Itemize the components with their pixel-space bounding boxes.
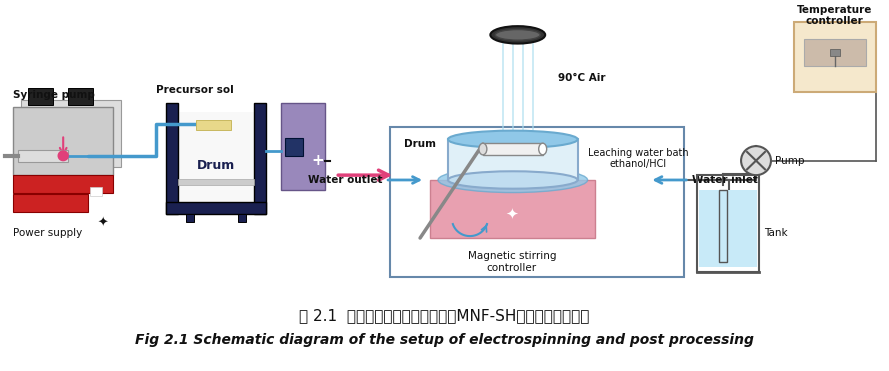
Text: +: + <box>311 153 324 168</box>
Bar <box>28 88 53 105</box>
Bar <box>166 202 266 214</box>
Bar <box>19 150 68 162</box>
Text: Precursor sol: Precursor sol <box>156 85 234 95</box>
Ellipse shape <box>448 131 578 148</box>
Bar <box>697 175 759 272</box>
Text: Syringe pump: Syringe pump <box>13 90 95 100</box>
Bar <box>483 143 542 155</box>
Text: Water inlet: Water inlet <box>693 175 758 185</box>
Bar <box>700 190 757 267</box>
Text: 90°C Air: 90°C Air <box>557 73 605 83</box>
Text: ✦: ✦ <box>98 217 108 230</box>
Bar <box>90 187 102 196</box>
Text: Magnetic stirring
controller: Magnetic stirring controller <box>468 252 556 273</box>
Text: Leaching water bath
ethanol/HCl: Leaching water bath ethanol/HCl <box>588 148 688 170</box>
Bar <box>237 214 245 221</box>
Bar <box>13 194 88 212</box>
Text: ✦: ✦ <box>506 206 518 221</box>
Bar <box>285 138 303 156</box>
Text: Water outlet: Water outlet <box>308 175 382 185</box>
Bar <box>21 100 121 167</box>
Circle shape <box>58 151 68 161</box>
Bar <box>719 190 727 262</box>
Ellipse shape <box>438 167 588 193</box>
Ellipse shape <box>539 143 547 155</box>
Bar <box>281 102 325 190</box>
Bar <box>68 88 93 105</box>
Ellipse shape <box>479 143 487 155</box>
Bar <box>186 214 194 221</box>
Ellipse shape <box>491 26 545 43</box>
Circle shape <box>741 146 771 175</box>
Text: Drum: Drum <box>404 139 436 149</box>
Bar <box>196 120 230 130</box>
Bar <box>253 102 266 214</box>
Bar <box>178 179 253 185</box>
Text: Pump: Pump <box>775 155 805 165</box>
Bar <box>804 39 866 66</box>
Ellipse shape <box>448 171 578 189</box>
Bar <box>166 102 178 214</box>
Text: Drum: Drum <box>196 159 235 172</box>
Text: Fig 2.1 Schematic diagram of the setup of electrospinning and post processing: Fig 2.1 Schematic diagram of the setup o… <box>134 333 754 347</box>
Bar <box>829 49 840 56</box>
Bar <box>448 139 578 180</box>
Bar <box>430 180 595 238</box>
Bar <box>13 108 113 175</box>
Bar <box>390 127 685 277</box>
Text: Temperature
controller: Temperature controller <box>797 4 872 26</box>
Text: Tank: Tank <box>764 228 788 238</box>
Text: Power supply: Power supply <box>13 229 83 238</box>
Bar <box>13 175 113 193</box>
Ellipse shape <box>495 30 541 40</box>
Bar <box>794 22 876 92</box>
Text: 图 2.1  疏基功能化介孔纳米纤维（MNF-SH）制备仪器示意图: 图 2.1 疏基功能化介孔纳米纤维（MNF-SH）制备仪器示意图 <box>299 308 589 323</box>
Bar <box>178 112 253 202</box>
